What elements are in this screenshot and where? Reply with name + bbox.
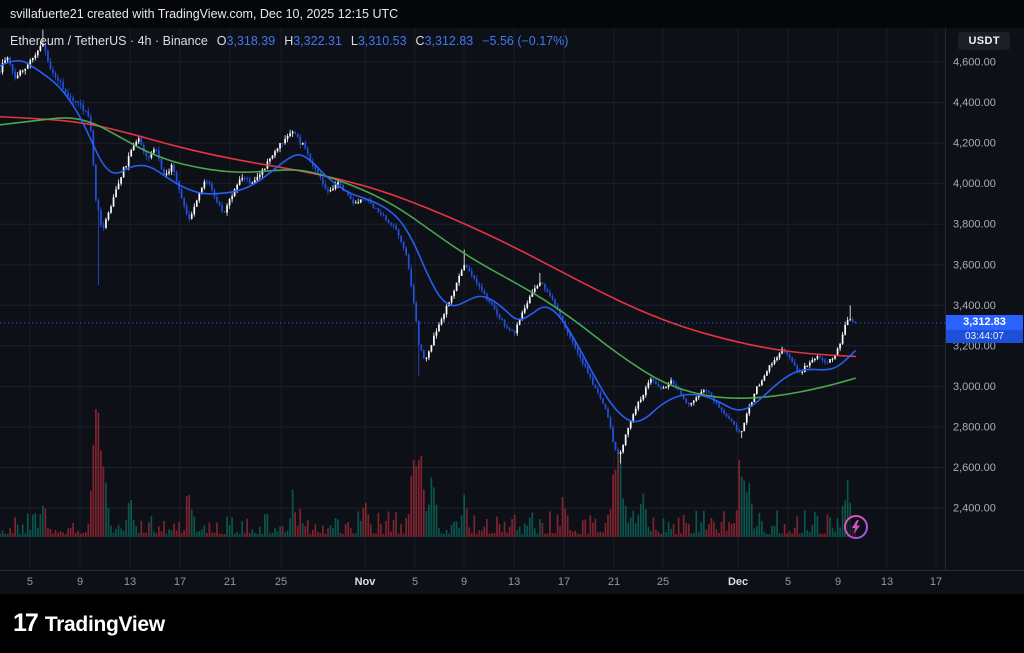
svg-text:17: 17	[174, 576, 186, 588]
svg-text:Nov: Nov	[355, 576, 377, 588]
svg-text:17: 17	[930, 576, 942, 588]
svg-text:5: 5	[412, 576, 418, 588]
ohlc-low: L3,310.53	[351, 34, 407, 48]
svg-text:25: 25	[275, 576, 287, 588]
svg-text:3,800.00: 3,800.00	[953, 219, 996, 231]
svg-text:4,200.00: 4,200.00	[953, 138, 996, 150]
currency-button[interactable]: USDT	[958, 32, 1010, 50]
svg-text:21: 21	[224, 576, 236, 588]
symbol-legend: Ethereum / TetherUS · 4h · Binance O3,31…	[10, 34, 568, 48]
svg-text:4,000.00: 4,000.00	[953, 178, 996, 190]
svg-text:3,600.00: 3,600.00	[953, 259, 996, 271]
attribution-bar: svillafuerte21 created with TradingView.…	[0, 0, 1024, 28]
svg-text:4,400.00: 4,400.00	[953, 97, 996, 109]
ohlc-open-label: O	[216, 34, 227, 48]
svg-text:13: 13	[124, 576, 136, 588]
lightning-icon	[844, 515, 868, 539]
ohlc-high: H3,322.31	[284, 34, 342, 48]
svg-text:2,600.00: 2,600.00	[953, 462, 996, 474]
chart-area[interactable]: 4,600.00 4,400.00 4,200.00 4,000.00 3,800.00…	[0, 28, 1024, 594]
price-chart[interactable]: 4,600.00 4,400.00 4,200.00 4,000.00 3,800.00…	[0, 28, 1024, 594]
footer-bar: 17 TradingView	[0, 594, 1024, 653]
svg-text:3,200.00: 3,200.00	[953, 340, 996, 352]
svg-text:25: 25	[657, 576, 669, 588]
flash-reaction-button[interactable]	[843, 514, 869, 540]
svg-text:21: 21	[608, 576, 620, 588]
ohlc-low-value: 3,310.53	[357, 34, 407, 48]
ohlc-low-label: L	[350, 34, 358, 48]
ohlc-close-value: 3,312.83	[424, 34, 474, 48]
svg-text:2,400.00: 2,400.00	[953, 503, 996, 515]
ohlc-high-value: 3,322.31	[293, 34, 342, 48]
svg-text:4,600.00: 4,600.00	[953, 57, 996, 69]
price-axis[interactable]	[946, 28, 1024, 570]
svg-text:5: 5	[785, 576, 791, 588]
svg-text:13: 13	[508, 576, 520, 588]
svg-text:13: 13	[881, 576, 893, 588]
tradingview-wordmark: TradingView	[44, 613, 165, 636]
change-text: −5.56 (−0.17%)	[482, 34, 569, 48]
svg-text:3,000.00: 3,000.00	[953, 381, 996, 393]
tradingview-mark-17: 17	[13, 609, 39, 637]
tradingview-logo[interactable]: 17 TradingView	[13, 609, 165, 638]
svg-text:9: 9	[461, 576, 467, 588]
svg-text:9: 9	[835, 576, 841, 588]
svg-text:5: 5	[27, 576, 33, 588]
ohlc-high-label: H	[284, 34, 294, 48]
time-axis[interactable]	[0, 570, 945, 594]
ohlc-close-label: C	[415, 34, 425, 48]
svg-text:9: 9	[77, 576, 83, 588]
svg-text:Dec: Dec	[728, 576, 748, 588]
ohlc-open-value: 3,318.39	[226, 34, 276, 48]
ohlc-close: C3,312.83	[416, 34, 474, 48]
ohlc-open: O3,318.39	[217, 34, 275, 48]
svg-text:3,400.00: 3,400.00	[953, 300, 996, 312]
last-price-value: 3,312.83	[946, 314, 1023, 330]
svg-text:2,800.00: 2,800.00	[953, 421, 996, 433]
attribution-text: svillafuerte21 created with TradingView.…	[10, 7, 399, 21]
svg-text:17: 17	[558, 576, 570, 588]
symbol-title[interactable]: Ethereum / TetherUS · 4h · Binance	[10, 34, 208, 48]
bar-countdown: 03:44:07	[946, 329, 1023, 343]
last-price-badge[interactable]: 3,312.83 03:44:07	[946, 314, 1023, 343]
